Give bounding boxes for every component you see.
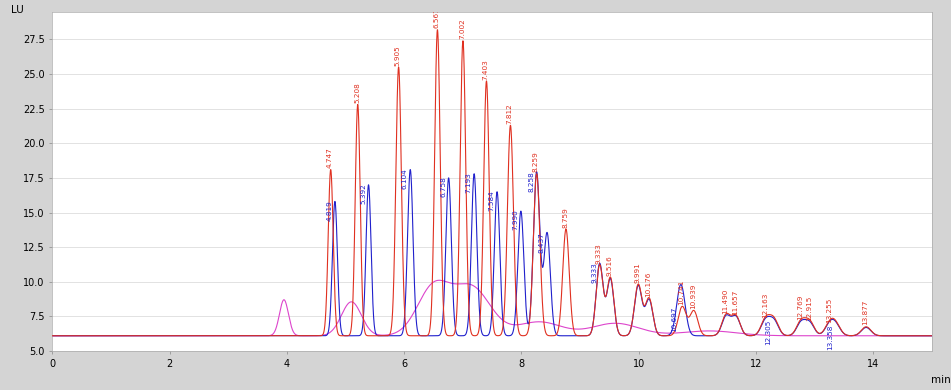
Text: 12.163: 12.163 <box>762 292 768 318</box>
Text: 7.193: 7.193 <box>466 172 472 193</box>
X-axis label: min: min <box>931 375 951 385</box>
Text: 13.255: 13.255 <box>826 298 832 323</box>
Text: 4.747: 4.747 <box>327 147 333 168</box>
Text: 10.939: 10.939 <box>690 284 696 309</box>
Text: 6.758: 6.758 <box>440 177 446 197</box>
Text: 8.759: 8.759 <box>562 207 569 228</box>
Text: 7.002: 7.002 <box>459 19 465 39</box>
Text: 9.333: 9.333 <box>596 243 602 264</box>
Text: 9.516: 9.516 <box>607 255 612 276</box>
Text: 7.812: 7.812 <box>507 103 513 124</box>
Text: 5.905: 5.905 <box>395 45 401 66</box>
Text: 13.877: 13.877 <box>863 300 868 325</box>
Text: 9.991: 9.991 <box>634 262 641 283</box>
Text: 10.741: 10.741 <box>679 280 685 305</box>
Text: 4.819: 4.819 <box>326 200 333 221</box>
Text: 6.567: 6.567 <box>434 7 439 28</box>
Y-axis label: LU: LU <box>10 5 24 15</box>
Text: 7.584: 7.584 <box>489 190 495 211</box>
Text: 8.258: 8.258 <box>528 171 534 192</box>
Text: 11.657: 11.657 <box>732 290 738 315</box>
Text: 8.437: 8.437 <box>539 232 545 253</box>
Text: 9.333: 9.333 <box>592 262 597 283</box>
Text: 12.915: 12.915 <box>806 295 812 321</box>
Text: 5.208: 5.208 <box>354 82 360 103</box>
Text: 11.490: 11.490 <box>723 288 728 314</box>
Text: 7.990: 7.990 <box>513 210 518 230</box>
Text: 8.259: 8.259 <box>533 152 539 172</box>
Text: 6.104: 6.104 <box>402 168 408 189</box>
Text: 12.305: 12.305 <box>766 320 771 345</box>
Text: 7.403: 7.403 <box>483 59 489 80</box>
Text: 10.176: 10.176 <box>646 271 651 297</box>
Text: 12.769: 12.769 <box>798 294 804 320</box>
Text: 5.392: 5.392 <box>360 183 366 204</box>
Text: 13.358: 13.358 <box>827 325 833 350</box>
Text: 10.697: 10.697 <box>671 307 677 332</box>
